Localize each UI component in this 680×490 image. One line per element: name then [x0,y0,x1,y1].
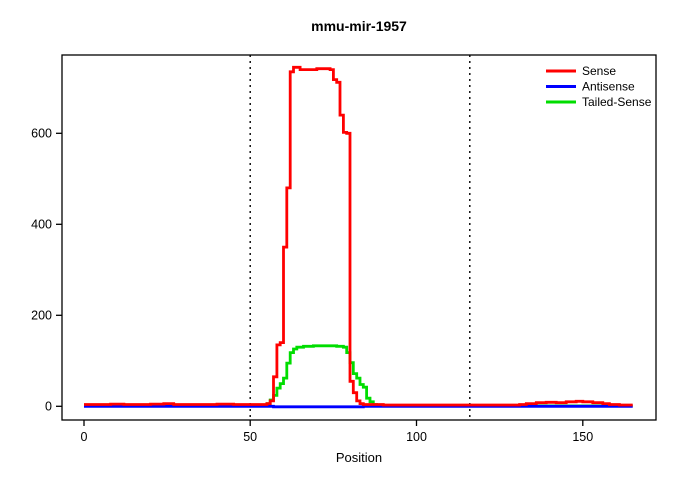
x-axis-label: Position [336,450,382,465]
plot-border [61,54,657,421]
legend-label-sense: Sense [582,64,616,78]
axes: 0 50 100 150 0 200 400 600 [31,54,657,444]
plot-area [84,55,633,420]
legend-label-tailed-sense: Tailed-Sense [582,95,652,109]
x-tick-label: 150 [572,430,593,444]
x-tick-label: 50 [243,430,257,444]
chart-title: mmu-mir-1957 [311,18,407,34]
y-tick-label: 600 [31,126,52,140]
x-tick-label: 0 [81,430,88,444]
series-line-tailed-sense [84,344,633,408]
series-line-antisense [84,404,633,409]
legend-label-antisense: Antisense [582,80,635,94]
y-tick-label: 0 [45,399,52,413]
y-tick-label: 200 [31,308,52,322]
series-line-sense [84,65,633,407]
x-tick-label: 100 [406,430,427,444]
y-tick-label: 400 [31,217,52,231]
